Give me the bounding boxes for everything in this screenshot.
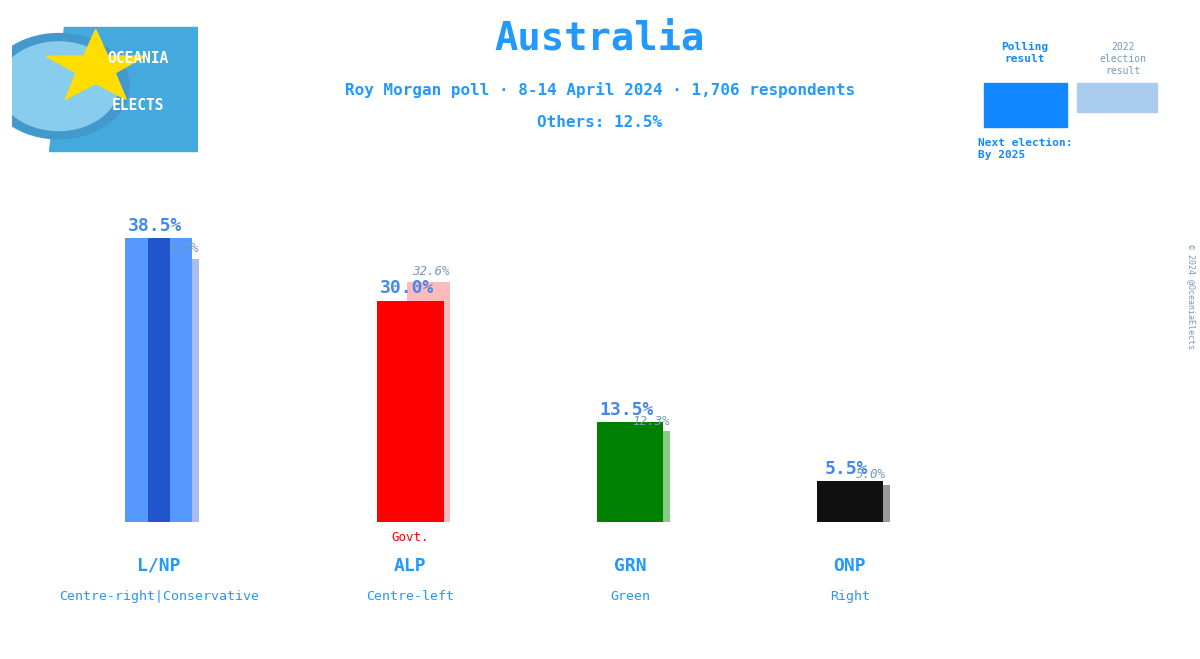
Text: OCEANIA: OCEANIA <box>108 51 169 66</box>
Text: Roy Morgan poll · 8-14 April 2024 · 1,706 respondents: Roy Morgan poll · 8-14 April 2024 · 1,70… <box>344 82 856 98</box>
Text: 2022
election
result: 2022 election result <box>1099 42 1146 76</box>
Text: 32.6%: 32.6% <box>413 265 450 278</box>
Text: Others: 12.5%: Others: 12.5% <box>538 115 662 130</box>
Bar <box>407 281 450 522</box>
Text: Centre-right|Conservative: Centre-right|Conservative <box>59 590 259 603</box>
Bar <box>156 259 199 522</box>
Bar <box>847 485 890 522</box>
Bar <box>148 239 169 522</box>
Text: Next election:
By 2025: Next election: By 2025 <box>978 138 1073 159</box>
Circle shape <box>0 34 130 139</box>
Text: Green: Green <box>610 590 650 603</box>
Text: ALP: ALP <box>394 557 426 575</box>
Bar <box>377 301 444 522</box>
Circle shape <box>0 42 118 130</box>
Text: ELECTS: ELECTS <box>113 98 164 113</box>
Text: 13.5%: 13.5% <box>600 401 654 418</box>
Text: Polling
result: Polling result <box>1001 42 1048 64</box>
Bar <box>1076 83 1157 112</box>
Text: 35.7%: 35.7% <box>161 242 198 255</box>
Text: 30.0%: 30.0% <box>379 279 434 297</box>
Bar <box>817 482 883 522</box>
Text: 5.0%: 5.0% <box>856 469 886 482</box>
Polygon shape <box>49 26 198 151</box>
Text: Australia: Australia <box>494 20 706 58</box>
Text: © 2024 @OceaniaElects: © 2024 @OceaniaElects <box>1187 244 1196 349</box>
Text: Govt.: Govt. <box>391 530 428 544</box>
Bar <box>628 431 671 522</box>
Text: GRN: GRN <box>613 557 647 575</box>
Text: Centre-left: Centre-left <box>366 590 454 603</box>
Bar <box>596 422 664 522</box>
Text: 38.5%: 38.5% <box>128 217 182 235</box>
Text: Right: Right <box>830 590 870 603</box>
Text: 12.3%: 12.3% <box>632 415 670 428</box>
Text: ONP: ONP <box>834 557 866 575</box>
Text: 5.5%: 5.5% <box>824 460 869 478</box>
Text: L/NP: L/NP <box>137 557 180 575</box>
Polygon shape <box>46 30 145 100</box>
Bar <box>984 83 1067 127</box>
Bar <box>126 239 192 522</box>
